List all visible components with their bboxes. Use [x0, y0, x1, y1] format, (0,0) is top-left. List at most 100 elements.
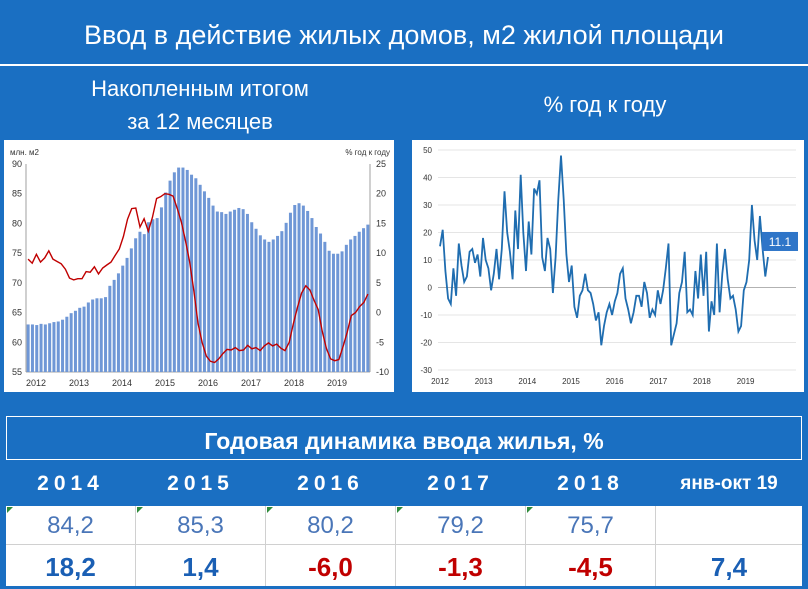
volume-value: 85,3 [177, 512, 224, 539]
left-chart-subtitle: Накопленным итогом за 12 месяцев [20, 72, 380, 138]
volume-bar [237, 207, 241, 372]
comment-marker-icon [7, 507, 13, 513]
year-cell: 2014 [6, 462, 136, 506]
y-tick-label: -20 [420, 339, 432, 348]
volume-cell: 80,2 [266, 506, 396, 544]
page-title: Ввод в действие жилых домов, м2 жилой пл… [0, 0, 808, 66]
x-tick-label: 2014 [112, 378, 132, 388]
volume-bar [35, 325, 39, 372]
volume-bar [134, 238, 138, 372]
volume-bar [104, 297, 108, 372]
right-axis-unit: % год к году [345, 148, 390, 157]
x-tick-label: 2019 [737, 377, 755, 386]
y-tick-label: 0 [428, 284, 433, 293]
table-row-volume: 84,2 85,3 80,2 79,2 75,7 [6, 506, 802, 544]
cumulative-chart: млн. м2 % год к году 55 60 65 70 75 80 85 90 -10 -5… [4, 140, 394, 392]
x-tick-label: 2012 [26, 378, 46, 388]
volume-bar [284, 222, 288, 372]
volume-bar [267, 241, 271, 372]
volume-bar [241, 209, 245, 372]
volume-bar [340, 251, 344, 372]
comment-marker-icon [527, 507, 533, 513]
volume-bar [319, 233, 323, 372]
volume-bar [271, 239, 275, 372]
volume-bar [121, 265, 125, 372]
volume-bar [73, 310, 77, 372]
volume-bar [288, 212, 292, 372]
volume-bar [99, 298, 103, 372]
volume-bar [116, 273, 120, 372]
comment-marker-icon [267, 507, 273, 513]
volume-bar [138, 231, 142, 372]
volume-bar [91, 299, 95, 372]
table-year-row: 2014 2015 2016 2017 2018 янв-окт 19 [6, 462, 802, 506]
yoy-line-series [27, 192, 369, 364]
volume-bar [56, 321, 60, 372]
x-tick-label: 2016 [606, 377, 624, 386]
growth-cell: 1,4 [136, 545, 266, 586]
right-y-tick-label: -10 [376, 367, 389, 377]
year-cell: 2015 [136, 462, 266, 506]
volume-cell: 84,2 [6, 506, 136, 544]
volume-bar [151, 219, 155, 372]
growth-cell: 7,4 [710, 552, 748, 582]
volume-bar [353, 235, 357, 372]
comment-marker-icon [397, 507, 403, 513]
volume-bar [30, 324, 34, 372]
year-cell: 2018 [526, 462, 656, 506]
y-tick-label: -10 [420, 311, 432, 320]
x-tick-label: 2017 [241, 378, 261, 388]
volume-bar [349, 239, 353, 372]
volume-bar [39, 323, 43, 372]
left-y-tick-label: 70 [12, 278, 22, 288]
cumulative-chart-svg: млн. м2 % год к году 55 60 65 70 75 80 85 90 -10 -5… [10, 148, 390, 388]
y-tick-label: 30 [423, 201, 432, 210]
y-tick-label: 10 [423, 256, 432, 265]
volume-bar [185, 169, 189, 372]
year-cell: янв-окт 19 [680, 473, 778, 494]
volume-bar [112, 279, 116, 372]
yoy-chart: -30 -20 -10 0 10 20 30 40 50 2012 2013 2014 2015 2016… [412, 140, 804, 392]
volume-bar [331, 253, 335, 372]
yoy-line-series [439, 155, 769, 346]
volume-bar [276, 235, 280, 372]
volume-bar [159, 207, 163, 372]
left-y-tick-label: 65 [12, 308, 22, 318]
last-value-label: 11.1 [769, 235, 792, 249]
x-tick-label: 2017 [649, 377, 667, 386]
volume-bar [357, 231, 361, 372]
volume-bar [202, 191, 206, 372]
volume-bar [86, 302, 90, 372]
volume-bar [224, 213, 228, 372]
volume-bar [323, 241, 327, 372]
volume-bar [43, 324, 47, 372]
x-tick-label: 2018 [693, 377, 711, 386]
x-tick-label: 2015 [562, 377, 580, 386]
volume-bar [263, 239, 267, 372]
volume-bar [65, 316, 69, 372]
volume-bar [198, 184, 202, 372]
right-chart-subtitle: % год к году [543, 92, 667, 117]
volume-bar [164, 192, 168, 372]
volume-bar [48, 323, 52, 372]
volume-bar [177, 167, 181, 372]
table-row-growth: 18,2 1,4 -6,0 -1,3 -4,5 7,4 [6, 544, 802, 586]
annual-dynamics-table: Годовая динамика ввода жилья, % 2014 201… [6, 416, 802, 586]
volume-bar [306, 210, 310, 372]
volume-bar [327, 250, 331, 372]
left-y-tick-label: 85 [12, 189, 22, 199]
right-y-tick-label: 20 [376, 189, 386, 199]
left-y-tick-label: 75 [12, 248, 22, 258]
x-tick-label: 2016 [198, 378, 218, 388]
volume-bar [250, 222, 254, 372]
volume-cell: 85,3 [136, 506, 266, 544]
volume-bar [215, 211, 219, 372]
growth-cell: -6,0 [266, 545, 396, 586]
volume-value: 84,2 [47, 512, 94, 539]
volume-bar [172, 172, 176, 372]
volume-cell: 79,2 [396, 506, 526, 544]
volume-bar [228, 211, 232, 372]
left-y-tick-label: 80 [12, 218, 22, 228]
growth-cell: -4,5 [526, 545, 656, 586]
volume-bar [207, 197, 211, 372]
